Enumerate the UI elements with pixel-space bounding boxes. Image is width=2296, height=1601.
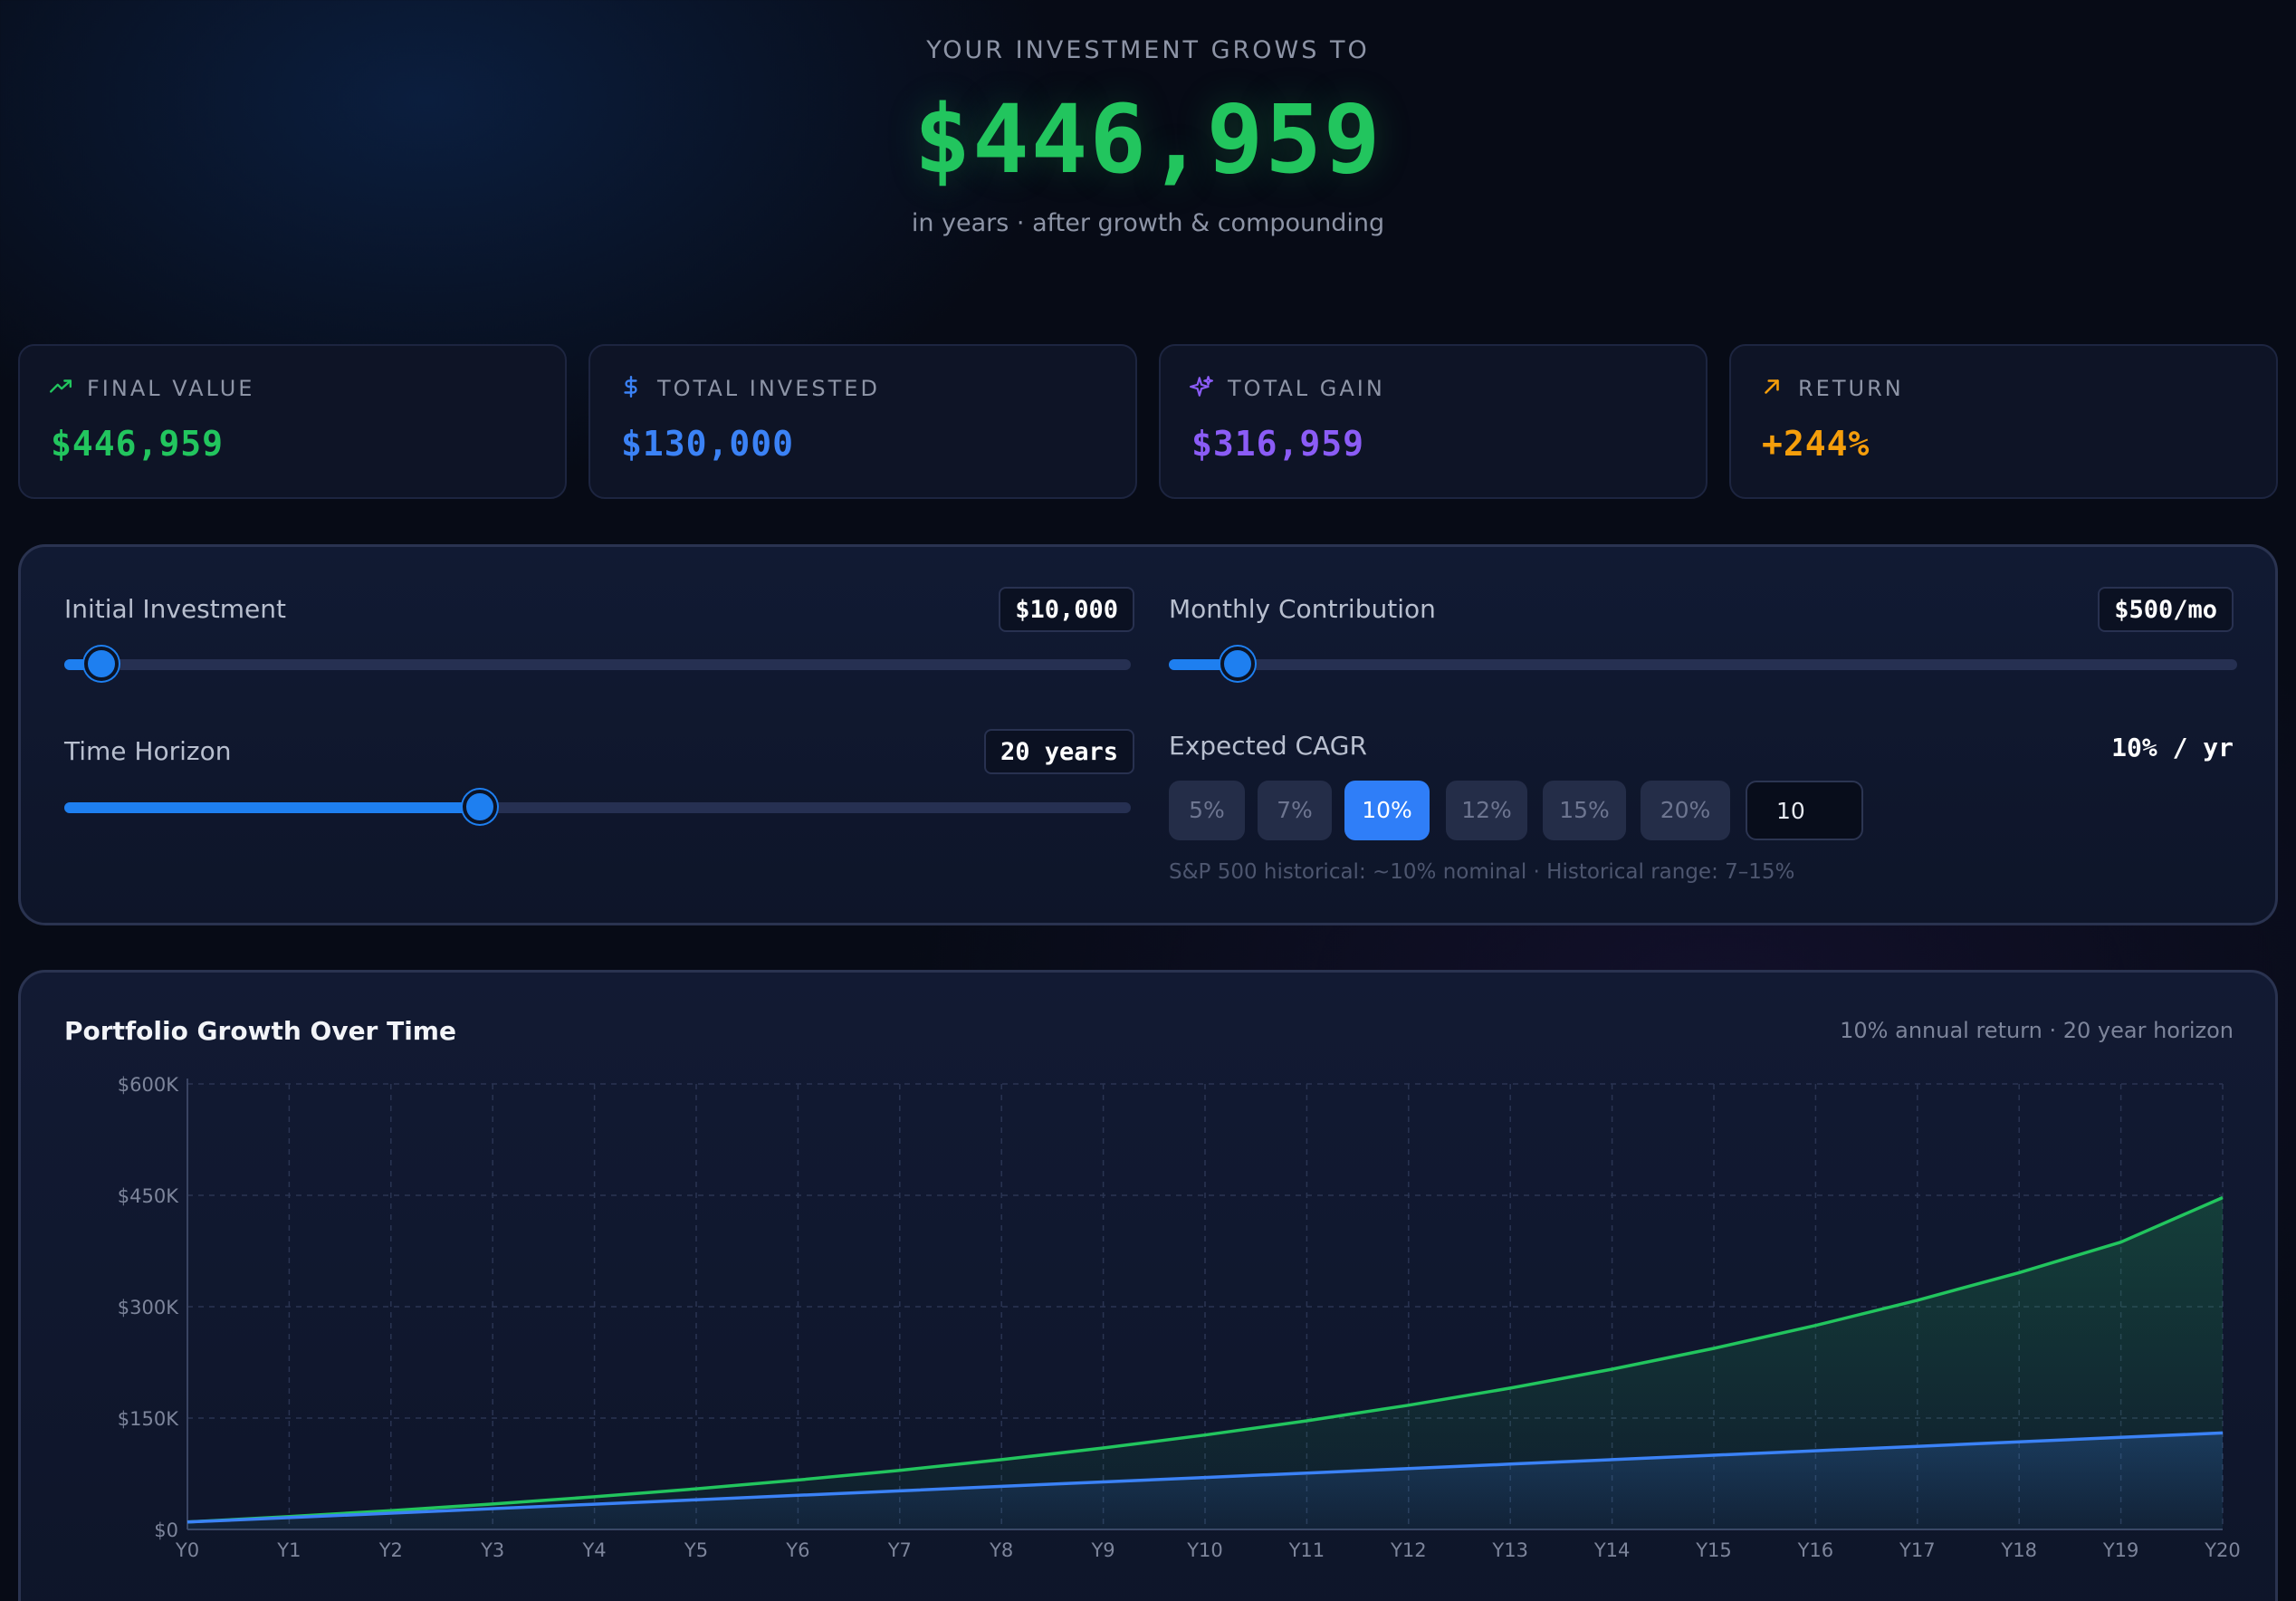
stat-label: RETURN	[1798, 376, 1904, 401]
time-horizon-value: 20 years	[983, 729, 1134, 774]
x-tick-label: Y15	[1695, 1539, 1732, 1561]
stat-card-return: RETURN +244%	[1729, 344, 2278, 499]
series-line-total-invested	[187, 1431, 2224, 1524]
series-area-total-invested	[187, 1433, 2223, 1529]
x-tick-label: Y13	[1491, 1539, 1528, 1561]
time-horizon-slider[interactable]	[64, 790, 1131, 824]
stat-card-total-invested: TOTAL INVESTED $130,000	[588, 344, 1137, 499]
y-tick-label: $0	[154, 1520, 178, 1541]
monthly-contribution-label: Monthly Contribution	[1169, 594, 1436, 624]
hero: YOUR INVESTMENT GROWS TO $446,959 in yea…	[0, 0, 2296, 237]
stat-card-total-gain: TOTAL GAIN $316,959	[1159, 344, 1708, 499]
initial-investment-slider[interactable]	[64, 647, 1131, 681]
stat-label: FINAL VALUE	[87, 376, 255, 401]
monthly-contribution-slider[interactable]	[1169, 647, 2237, 681]
cagr-option-15[interactable]: 15%	[1543, 781, 1626, 840]
stat-value: $130,000	[621, 424, 795, 464]
x-tick-label: Y3	[480, 1539, 504, 1561]
chart-panel: Portfolio Growth Over Time 10% annual re…	[18, 970, 2278, 1601]
y-tick-label: $450K	[118, 1185, 179, 1207]
cagr-hint: S&P 500 historical: ~10% nominal · Histo…	[1169, 860, 1795, 884]
time-horizon-label: Time Horizon	[64, 736, 232, 766]
portfolio-growth-chart: $0 $150K $300K $450K $600K Y0 Y1 Y2 Y3 Y4 Y5 Y6 Y7 Y8…	[118, 1074, 2241, 1561]
x-tick-label: Y18	[2000, 1539, 2037, 1561]
chart-meta: 10% annual return · 20 year horizon	[1840, 1018, 2234, 1043]
x-tick-label: Y2	[378, 1539, 403, 1561]
controls-panel: Initial Investment $10,000 Monthly Contr…	[18, 544, 2278, 925]
x-tick-label: Y11	[1288, 1539, 1325, 1561]
y-tick-label: $600K	[118, 1074, 179, 1096]
y-tick-label: $150K	[118, 1408, 179, 1430]
stat-label: TOTAL INVESTED	[657, 376, 880, 401]
slider-thumb[interactable]	[84, 647, 120, 681]
expected-cagr-label: Expected CAGR	[1169, 731, 1367, 761]
x-tick-label: Y1	[276, 1539, 301, 1561]
initial-investment-label: Initial Investment	[64, 594, 286, 624]
hero-kicker: YOUR INVESTMENT GROWS TO	[926, 36, 1370, 64]
stat-card-final-value: FINAL VALUE $446,959	[18, 344, 567, 499]
stat-value: $446,959	[51, 424, 225, 464]
x-tick-label: Y5	[684, 1539, 708, 1561]
x-tick-label: Y16	[1797, 1539, 1834, 1561]
slider-thumb[interactable]	[463, 790, 498, 824]
sparkles-icon	[1190, 375, 1213, 402]
x-tick-label: Y17	[1899, 1539, 1936, 1561]
cagr-option-5[interactable]: 5%	[1169, 781, 1245, 840]
x-tick-label: Y19	[2102, 1539, 2139, 1561]
cagr-option-12[interactable]: 12%	[1446, 781, 1527, 840]
x-tick-label: Y14	[1593, 1539, 1631, 1561]
x-tick-label: Y9	[1090, 1539, 1115, 1561]
x-tick-label: Y8	[989, 1539, 1013, 1561]
x-tick-label: Y0	[175, 1539, 199, 1561]
stat-label: TOTAL GAIN	[1228, 376, 1385, 401]
cagr-option-20[interactable]: 20%	[1641, 781, 1730, 840]
monthly-contribution-value: $500/mo	[2098, 587, 2234, 632]
hero-subtitle: in years · after growth & compounding	[911, 209, 1385, 237]
hero-final-value: $446,959	[914, 84, 1382, 195]
cagr-option-10[interactable]: 10%	[1344, 781, 1430, 840]
chart-title: Portfolio Growth Over Time	[64, 1016, 456, 1046]
slider-fill	[64, 802, 481, 813]
x-tick-label: Y7	[887, 1539, 912, 1561]
x-tick-label: Y4	[581, 1539, 606, 1561]
cagr-option-7[interactable]: 7%	[1258, 781, 1332, 840]
series-line-final-value	[187, 1195, 2224, 1524]
x-tick-label: Y12	[1390, 1539, 1427, 1561]
arrow-up-right-icon	[1760, 375, 1784, 402]
stat-value: $316,959	[1191, 424, 1365, 464]
expected-cagr-value: 10% / yr	[2111, 733, 2234, 762]
x-tick-label: Y20	[2204, 1539, 2241, 1561]
dollar-icon	[619, 375, 643, 402]
y-tick-label: $300K	[118, 1297, 179, 1318]
stat-value: +244%	[1762, 424, 1870, 464]
custom-cagr-input[interactable]	[1746, 781, 1863, 840]
x-tick-label: Y10	[1186, 1539, 1223, 1561]
slider-thumb[interactable]	[1220, 647, 1255, 681]
x-tick-label: Y6	[785, 1539, 809, 1561]
series-area-final-value	[187, 1197, 2223, 1529]
trending-up-icon	[49, 375, 72, 402]
initial-investment-value: $10,000	[999, 587, 1134, 632]
